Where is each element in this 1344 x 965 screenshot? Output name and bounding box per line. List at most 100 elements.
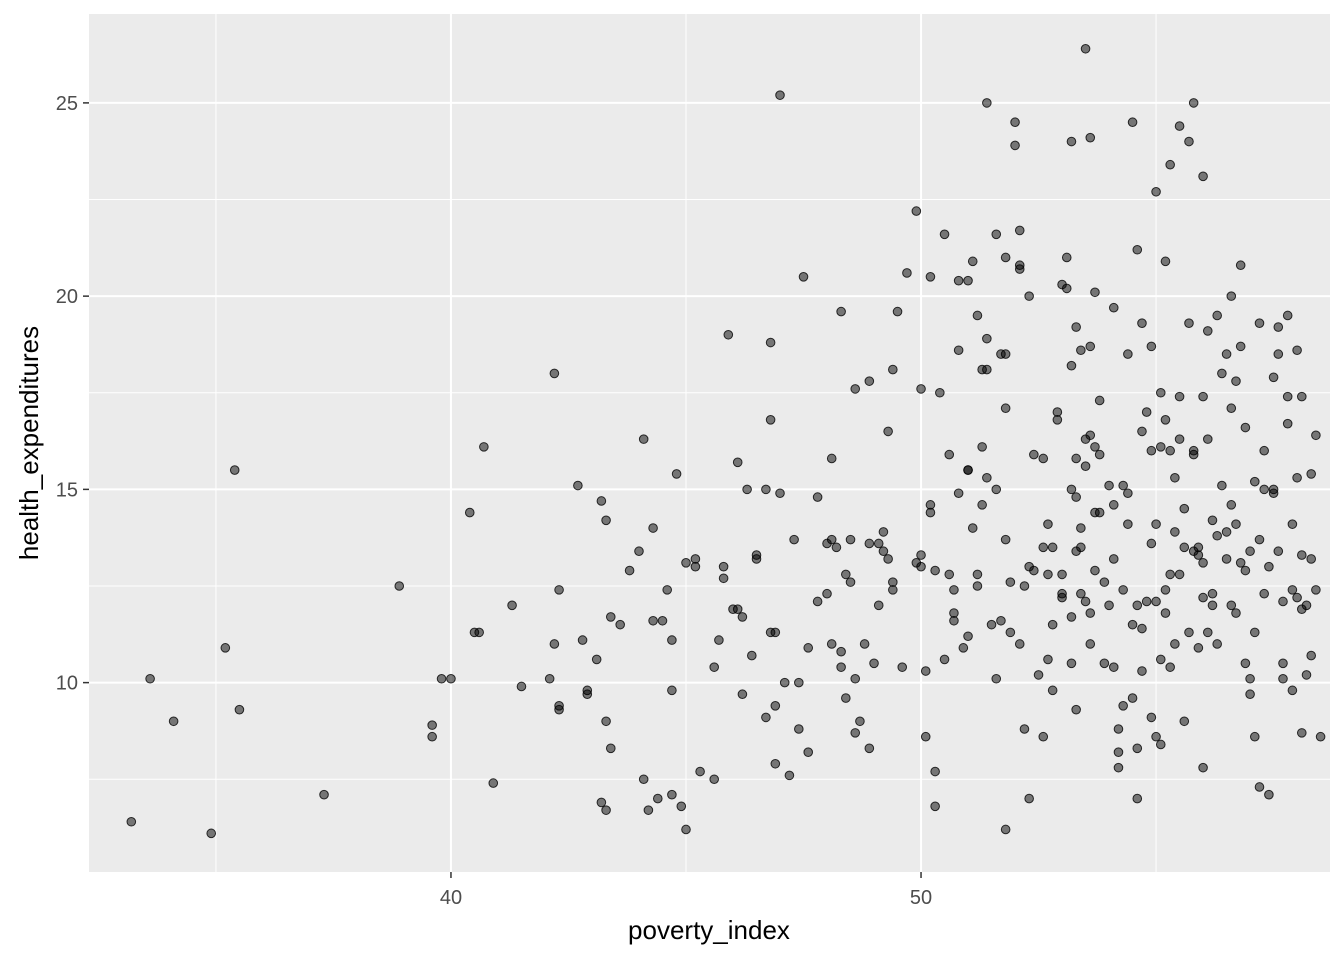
data-point — [1071, 492, 1081, 502]
data-point — [1160, 608, 1171, 618]
data-point — [1170, 639, 1180, 649]
data-points — [126, 43, 1326, 839]
data-point — [1076, 345, 1086, 356]
data-point — [168, 716, 179, 727]
data-point — [1179, 716, 1190, 727]
data-point — [930, 766, 940, 777]
data-point — [737, 689, 748, 700]
data-point — [1287, 685, 1298, 696]
data-point — [1014, 225, 1025, 236]
data-point — [803, 643, 814, 653]
data-point — [1071, 704, 1081, 715]
data-point — [1146, 341, 1157, 352]
data-point — [1170, 527, 1180, 537]
data-point — [972, 581, 983, 591]
data-point — [826, 639, 837, 649]
data-point — [479, 442, 489, 452]
x-tick-label: 50 — [910, 887, 932, 909]
data-point — [916, 550, 926, 560]
data-point — [770, 758, 781, 769]
y-tick-label: 15 — [56, 479, 78, 501]
data-point — [1287, 519, 1298, 529]
data-point — [1165, 662, 1175, 672]
data-point — [1231, 608, 1241, 618]
data-point — [1024, 291, 1034, 301]
data-point — [1311, 430, 1321, 441]
data-point — [1264, 789, 1274, 800]
data-point — [812, 492, 823, 502]
data-point — [596, 496, 607, 506]
data-point — [949, 585, 959, 595]
data-point — [1240, 658, 1251, 669]
data-point — [1071, 453, 1081, 464]
data-point — [1235, 341, 1246, 352]
data-point — [549, 368, 560, 379]
data-point — [1151, 186, 1161, 197]
data-point — [855, 716, 865, 727]
data-point — [1202, 326, 1213, 336]
data-point — [1080, 43, 1091, 54]
data-point — [516, 681, 527, 692]
data-point — [1076, 523, 1086, 533]
data-point — [1249, 627, 1260, 638]
data-point — [1005, 577, 1016, 587]
data-point — [779, 677, 790, 688]
data-point — [1085, 608, 1096, 618]
data-point — [845, 534, 856, 545]
data-point — [1249, 731, 1260, 742]
data-point — [1137, 318, 1147, 328]
data-point — [601, 716, 611, 727]
data-point — [883, 426, 893, 437]
data-point — [1043, 519, 1053, 529]
data-point — [1099, 658, 1110, 669]
data-point — [798, 272, 809, 282]
data-point — [1198, 592, 1208, 603]
data-point — [958, 643, 969, 653]
data-point — [967, 523, 978, 533]
data-point — [1296, 728, 1307, 738]
data-point — [925, 272, 936, 282]
data-point — [949, 608, 959, 618]
data-point — [1296, 550, 1307, 560]
data-point — [601, 515, 611, 526]
data-point — [1104, 480, 1114, 491]
data-point — [747, 650, 757, 661]
data-point — [1160, 415, 1171, 425]
data-point — [892, 306, 903, 317]
data-point — [873, 538, 884, 549]
data-point — [812, 596, 823, 607]
data-point — [930, 565, 940, 576]
data-point — [488, 778, 499, 788]
data-point — [1066, 658, 1077, 669]
y-tick-label: 20 — [56, 286, 78, 308]
minor-gridlines — [89, 14, 1330, 872]
data-point — [1179, 542, 1190, 553]
data-point — [1123, 349, 1133, 359]
data-point — [775, 488, 785, 499]
data-point — [972, 569, 983, 580]
data-point — [826, 534, 837, 545]
data-point — [1094, 449, 1105, 460]
data-point — [615, 619, 625, 630]
data-point — [1188, 98, 1199, 108]
x-axis: 40 50 — [440, 872, 932, 909]
data-point — [1202, 434, 1213, 444]
data-point — [1221, 527, 1232, 537]
data-point — [1202, 627, 1213, 638]
data-point — [967, 256, 978, 267]
data-point — [1221, 554, 1232, 564]
data-point — [1212, 310, 1222, 321]
data-point — [888, 585, 898, 595]
data-point — [657, 615, 668, 626]
data-point — [822, 588, 832, 599]
data-point — [775, 90, 785, 100]
data-point — [582, 689, 593, 700]
data-point — [1005, 627, 1016, 638]
data-point — [1052, 407, 1063, 417]
data-point — [1000, 252, 1011, 263]
data-point — [1278, 658, 1288, 669]
data-point — [1038, 542, 1049, 553]
data-point — [1259, 484, 1269, 495]
data-point — [845, 577, 856, 587]
major-gridlines — [89, 14, 1330, 872]
